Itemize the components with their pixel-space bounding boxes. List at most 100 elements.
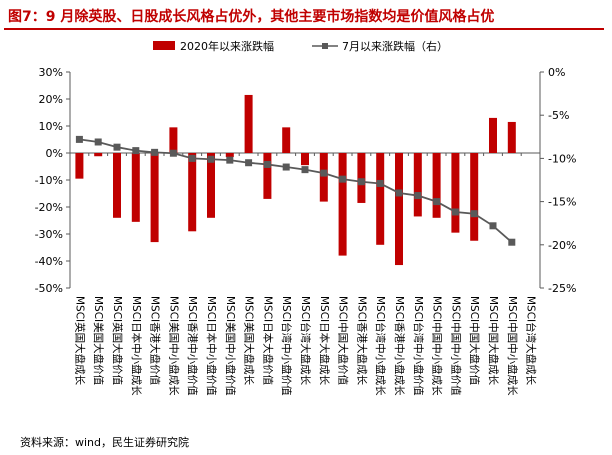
x-tick-label: MSCI中国大盘成长: [487, 296, 500, 386]
axes: 30% 20% 10% 0% -10% -20% -30% -40% -50% 0% -5% -10%…: [35, 66, 577, 295]
legend-line-label: 7月以来涨跌幅（右）: [342, 39, 448, 53]
line-point: [339, 175, 347, 183]
bar: [207, 153, 215, 218]
legend-bar-label: 2020年以来涨跌幅: [180, 39, 274, 53]
bar-series: [75, 94, 516, 266]
line-point: [433, 198, 441, 206]
x-tick-label: MSCI日本中小盘价值: [205, 296, 218, 396]
left-tick-label: 10%: [39, 120, 63, 133]
chart-title: 图7：9 月除英股、日股成长风格占优外，其他主要市场指数均是价值风格占优: [8, 9, 495, 25]
bar: [169, 127, 178, 153]
left-tick-label: -10%: [35, 174, 63, 187]
bar: [319, 153, 328, 202]
bar: [188, 153, 197, 232]
x-tick-label: MSCI美国中小盘价值: [224, 296, 237, 396]
bar: [244, 94, 253, 153]
line-point: [414, 192, 422, 200]
line-point: [245, 159, 253, 167]
line-point: [470, 210, 478, 218]
x-tick-label: MSCI中国大盘价值: [468, 296, 481, 386]
source-note: 资料来源：wind，民生证券研究院: [20, 436, 190, 449]
right-tick-label: -10%: [548, 152, 576, 165]
left-tick-label: -50%: [35, 282, 63, 295]
x-tick-label: MSCI日本中小盘成长: [130, 296, 143, 396]
line-point: [357, 178, 365, 186]
x-tick-label: MSCI英国大盘成长: [73, 296, 86, 386]
x-tick-label: MSCI美国中小盘成长: [167, 296, 180, 396]
bar: [507, 121, 516, 153]
line-point: [151, 148, 159, 156]
bar: [75, 153, 84, 179]
bar: [451, 153, 460, 233]
bar: [357, 153, 366, 203]
bar: [131, 153, 140, 222]
legend-bar-swatch: [153, 41, 175, 50]
bar: [338, 153, 347, 256]
right-tick-label: -20%: [548, 239, 576, 252]
x-tick-label: MSCI中国中小盘成长: [506, 296, 519, 396]
title-rule: [4, 28, 604, 30]
line-point: [451, 208, 459, 216]
right-tick-label: -25%: [548, 282, 576, 295]
left-tick-label: -40%: [35, 255, 63, 268]
bar: [263, 153, 272, 199]
x-tick-label: MSCI中国中小盘价值: [449, 296, 462, 396]
bar: [413, 153, 422, 217]
left-tick-label: 30%: [39, 66, 63, 79]
line-point: [376, 179, 384, 187]
right-tick-label: -15%: [548, 196, 576, 209]
line-point: [301, 166, 309, 174]
x-tick-label: MSCI美国大盘成长: [243, 296, 256, 386]
bar: [432, 153, 441, 218]
x-tick-label: MSCI台湾大盘成长: [299, 296, 312, 386]
x-tick-label: MSCI中国大盘价值: [337, 296, 350, 386]
line-point: [75, 135, 83, 143]
left-tick-label: 0%: [46, 147, 63, 160]
left-tick-label: 20%: [39, 93, 63, 106]
right-tick-label: 0%: [548, 66, 565, 79]
bar: [150, 153, 159, 243]
x-tick-label: MSCI台湾中小盘价值: [412, 296, 425, 396]
x-tick-label: MSCI香港中小盘价值: [186, 296, 199, 396]
x-tick-label: MSCI香港大盘成长: [355, 296, 368, 386]
x-tick-label: MSCI香港中小盘成长: [393, 296, 406, 396]
x-tick-label: MSCI香港大盘价值: [149, 296, 162, 386]
line-point: [320, 169, 328, 177]
line-point: [489, 222, 497, 230]
bar: [282, 127, 291, 153]
x-tick-label: MSCI日本大盘成长: [318, 296, 331, 386]
line-point: [282, 163, 290, 171]
x-tick-label: MSCI台湾中小盘价值: [280, 296, 293, 396]
x-tick-label: MSCI英国大盘价值: [111, 296, 124, 386]
left-tick-label: -30%: [35, 228, 63, 241]
x-tick-label: MSCI台湾中小盘成长: [374, 296, 387, 396]
bar: [376, 153, 385, 245]
bar: [225, 153, 234, 158]
line-point: [188, 154, 196, 162]
line-series: [75, 135, 516, 246]
x-tick-label: MSCI台湾大盘成长: [525, 296, 538, 386]
line-point: [226, 156, 234, 164]
line-point: [395, 189, 403, 197]
line-point: [94, 138, 102, 146]
bar: [470, 153, 479, 241]
left-tick-label: -20%: [35, 201, 63, 214]
bar: [301, 153, 309, 166]
bar: [489, 117, 497, 153]
line-point: [263, 160, 271, 168]
x-tick-label: MSCI中国中小盘成长: [431, 296, 444, 396]
line-point: [169, 149, 177, 157]
line-point: [207, 155, 215, 163]
x-tick-label: MSCI美国大盘价值: [92, 296, 105, 386]
legend: 2020年以来涨跌幅 7月以来涨跌幅（右）: [153, 39, 448, 53]
x-tick-label: MSCI日本大盘价值: [261, 296, 274, 386]
x-axis-labels: MSCI英国大盘成长 MSCI美国大盘价值 MSCI英国大盘价值 MSCI日本中小盘成…: [73, 296, 537, 396]
bar: [113, 153, 121, 218]
line-point: [113, 143, 121, 151]
line-point: [508, 238, 516, 246]
legend-line-marker: [322, 43, 328, 49]
bar: [395, 153, 403, 266]
line-point: [132, 147, 140, 155]
bar: [94, 153, 103, 157]
